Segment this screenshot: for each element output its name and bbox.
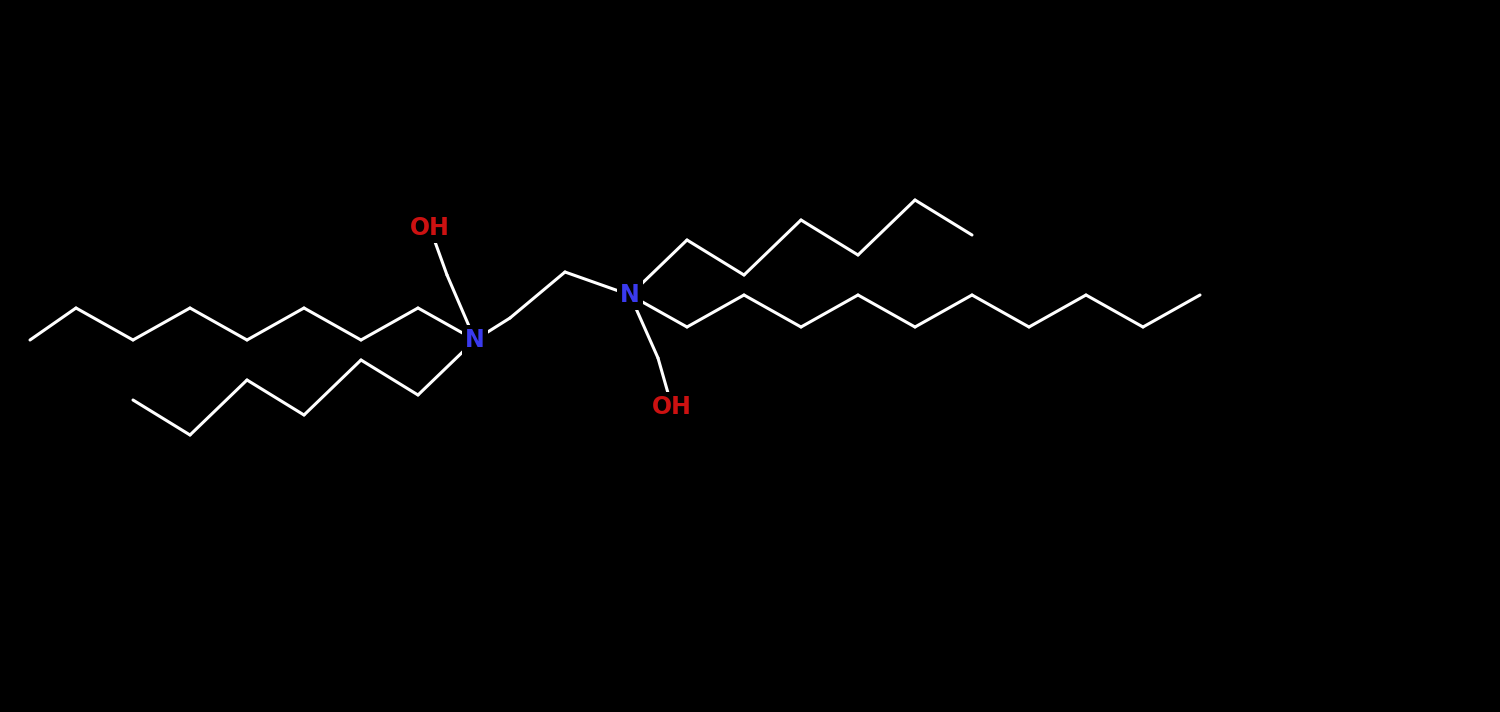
Text: OH: OH <box>652 395 692 419</box>
Text: N: N <box>465 328 484 352</box>
Text: N: N <box>620 283 640 307</box>
Text: OH: OH <box>410 216 450 240</box>
